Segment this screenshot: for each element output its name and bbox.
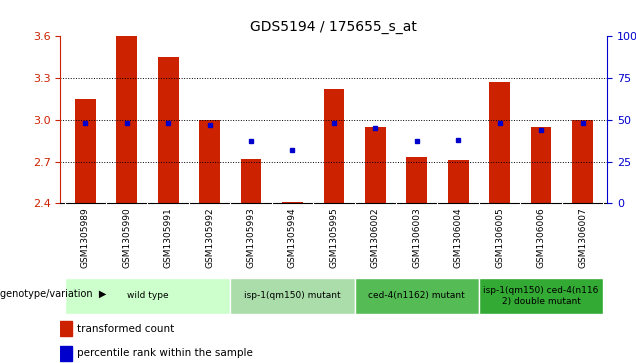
Bar — [406, 158, 427, 203]
Text: GSM1305992: GSM1305992 — [205, 207, 214, 268]
Bar — [479, 278, 603, 314]
Bar — [448, 160, 469, 203]
Bar — [282, 202, 303, 203]
Text: ced-4(n1162) mutant: ced-4(n1162) mutant — [368, 291, 465, 300]
Text: GSM1306004: GSM1306004 — [453, 207, 463, 268]
Bar — [530, 127, 551, 203]
Bar — [65, 278, 230, 314]
Bar — [60, 346, 73, 360]
Text: GSM1306003: GSM1306003 — [412, 207, 421, 268]
Text: wild type: wild type — [127, 291, 169, 300]
Text: GSM1305994: GSM1305994 — [288, 207, 297, 268]
Bar — [116, 36, 137, 203]
Bar — [240, 159, 261, 203]
Text: GSM1306005: GSM1306005 — [495, 207, 504, 268]
Text: GSM1305993: GSM1305993 — [247, 207, 256, 268]
Text: GSM1306007: GSM1306007 — [578, 207, 587, 268]
Text: GSM1305995: GSM1305995 — [329, 207, 338, 268]
Bar — [60, 321, 73, 336]
Text: GSM1305989: GSM1305989 — [81, 207, 90, 268]
Text: isp-1(qm150) mutant: isp-1(qm150) mutant — [244, 291, 341, 300]
Bar — [230, 278, 355, 314]
Text: GSM1306002: GSM1306002 — [371, 207, 380, 268]
Bar — [75, 99, 95, 203]
Bar — [572, 120, 593, 203]
Bar — [324, 89, 344, 203]
Bar — [158, 57, 179, 203]
Text: percentile rank within the sample: percentile rank within the sample — [77, 348, 252, 358]
Title: GDS5194 / 175655_s_at: GDS5194 / 175655_s_at — [251, 20, 417, 34]
Text: GSM1305991: GSM1305991 — [163, 207, 172, 268]
Bar — [355, 278, 479, 314]
Text: transformed count: transformed count — [77, 324, 174, 334]
Text: genotype/variation  ▶: genotype/variation ▶ — [0, 289, 106, 299]
Bar — [489, 82, 510, 203]
Bar — [365, 127, 385, 203]
Bar — [199, 120, 220, 203]
Text: GSM1306006: GSM1306006 — [537, 207, 546, 268]
Text: isp-1(qm150) ced-4(n116
2) double mutant: isp-1(qm150) ced-4(n116 2) double mutant — [483, 286, 598, 306]
Text: GSM1305990: GSM1305990 — [122, 207, 131, 268]
